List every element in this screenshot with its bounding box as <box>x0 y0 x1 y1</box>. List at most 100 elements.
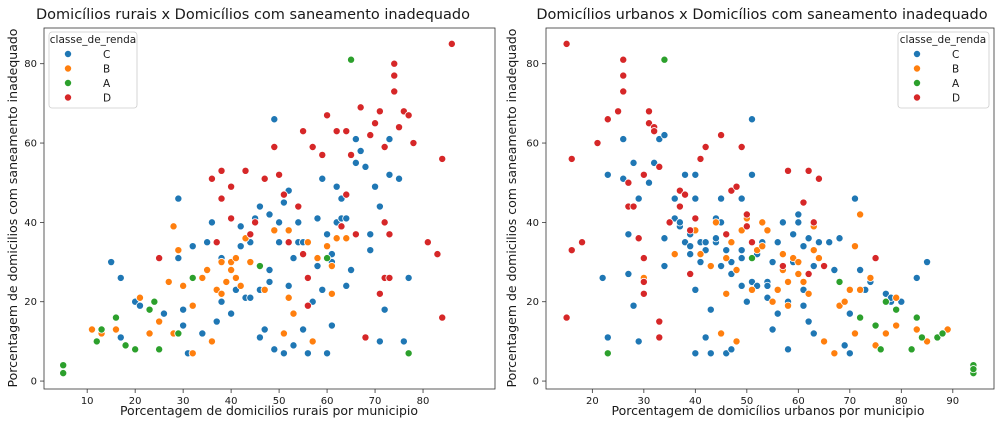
point-class-c <box>598 273 607 282</box>
point-class-c <box>794 210 803 219</box>
point-class-b <box>217 289 226 298</box>
point-class-d <box>299 250 308 259</box>
y-tick-label: 0 <box>533 377 539 388</box>
point-class-a <box>969 365 978 374</box>
point-class-d <box>742 210 751 219</box>
point-class-c <box>773 309 782 318</box>
point-class-d <box>634 234 643 243</box>
point-class-b <box>342 234 351 243</box>
y-tick-label: 80 <box>526 59 539 70</box>
x-tick-label: 30 <box>177 396 190 407</box>
point-class-d <box>717 131 726 140</box>
point-class-c <box>366 246 375 255</box>
point-class-c <box>686 242 695 251</box>
point-class-b <box>203 265 212 274</box>
point-class-c <box>270 345 279 354</box>
point-class-c <box>624 269 633 278</box>
urban-scatter-plot: Domicílios urbanos x Domicílios com sane… <box>504 7 995 418</box>
x-axis-ticks: 10 20 30 40 50 60 70 80 <box>81 389 430 407</box>
point-class-d <box>227 214 236 223</box>
point-class-a <box>150 297 159 306</box>
point-class-d <box>696 154 705 163</box>
point-class-b <box>747 285 756 294</box>
point-class-d <box>294 202 303 211</box>
point-class-c <box>763 281 772 290</box>
x-tick-label: 10 <box>81 396 94 407</box>
point-class-d <box>562 39 571 48</box>
point-class-c <box>768 325 777 334</box>
point-class-c <box>313 214 322 223</box>
point-class-d <box>390 59 399 68</box>
x-tick-label: 70 <box>843 396 856 407</box>
point-class-c <box>778 218 787 227</box>
point-class-b <box>313 254 322 263</box>
point-class-d <box>701 143 710 152</box>
legend-label-c: C <box>952 49 959 61</box>
legend-marker-d <box>913 93 922 102</box>
point-class-c <box>717 262 726 271</box>
point-class-b <box>260 285 269 294</box>
point-class-c <box>351 135 360 144</box>
x-tick-label: 80 <box>417 396 430 407</box>
point-class-d <box>270 143 279 152</box>
point-class-c <box>323 349 332 358</box>
point-class-b <box>198 273 207 282</box>
point-class-c <box>691 194 700 203</box>
point-class-c <box>660 262 669 271</box>
point-class-c <box>675 218 684 227</box>
point-class-c <box>809 262 818 271</box>
point-class-b <box>799 277 808 286</box>
point-class-d <box>342 190 351 199</box>
point-class-c <box>342 214 351 223</box>
point-class-b <box>732 337 741 346</box>
x-axis-ticks: 20 30 40 50 60 70 80 90 <box>586 389 959 407</box>
point-class-b <box>169 222 178 231</box>
point-class-b <box>284 293 293 302</box>
point-class-d <box>804 269 813 278</box>
point-class-c <box>375 337 384 346</box>
point-class-c <box>275 238 284 247</box>
point-class-c <box>603 170 612 179</box>
point-class-b <box>722 289 731 298</box>
point-class-d <box>318 150 327 159</box>
point-class-d <box>629 202 638 211</box>
point-class-d <box>438 313 447 322</box>
point-class-c <box>260 325 269 334</box>
point-class-a <box>856 313 865 322</box>
point-class-b <box>892 321 901 330</box>
point-class-d <box>578 238 587 247</box>
point-class-b <box>912 325 921 334</box>
point-class-c <box>706 305 715 314</box>
point-class-c <box>722 246 731 255</box>
point-class-d <box>260 174 269 183</box>
point-class-c <box>706 349 715 358</box>
point-class-c <box>804 317 813 326</box>
point-class-c <box>299 325 308 334</box>
point-class-b <box>814 254 823 263</box>
point-class-d <box>375 289 384 298</box>
point-class-b <box>717 329 726 338</box>
point-class-c <box>303 349 312 358</box>
point-class-b <box>308 337 317 346</box>
data-points <box>59 39 456 378</box>
point-class-c <box>789 230 798 239</box>
point-class-d <box>404 111 413 120</box>
point-class-d <box>217 194 226 203</box>
point-class-a <box>174 329 183 338</box>
point-class-b <box>164 277 173 286</box>
point-class-d <box>644 107 653 116</box>
point-class-c <box>670 194 679 203</box>
point-class-c <box>711 234 720 243</box>
point-class-d <box>323 111 332 120</box>
point-class-c <box>784 345 793 354</box>
point-class-d <box>241 166 250 175</box>
point-class-a <box>917 333 926 342</box>
point-class-c <box>318 285 327 294</box>
legend-label-a: A <box>952 78 960 90</box>
point-class-c <box>265 210 274 219</box>
point-class-b <box>670 250 679 259</box>
point-class-a <box>188 273 197 282</box>
point-class-b <box>174 246 183 255</box>
legend-marker-a <box>64 79 73 88</box>
